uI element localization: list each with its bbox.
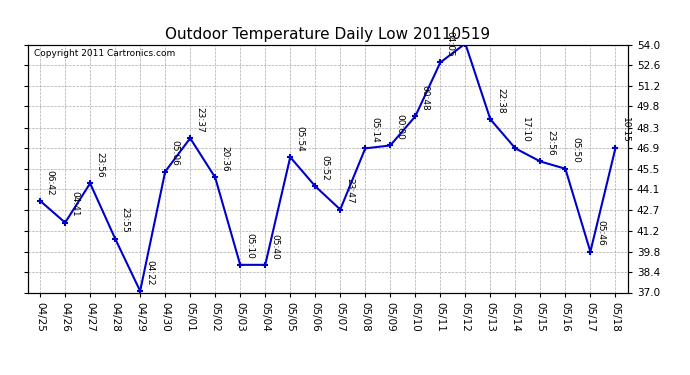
- Text: 23:47: 23:47: [346, 178, 355, 204]
- Text: 23:37: 23:37: [196, 107, 205, 133]
- Text: 23:56: 23:56: [546, 130, 555, 156]
- Text: 04:22: 04:22: [146, 260, 155, 285]
- Text: 05:40: 05:40: [270, 234, 279, 259]
- Text: 05:52: 05:52: [321, 155, 330, 181]
- Text: 00:00: 00:00: [396, 114, 405, 140]
- Text: 05:54: 05:54: [296, 126, 305, 152]
- Text: 23:56: 23:56: [96, 152, 105, 178]
- Text: 04:41: 04:41: [70, 191, 79, 217]
- Text: 05:10: 05:10: [246, 233, 255, 259]
- Text: 06:42: 06:42: [46, 170, 55, 195]
- Text: 23:55: 23:55: [121, 207, 130, 233]
- Text: 22:38: 22:38: [496, 88, 505, 114]
- Text: 05:46: 05:46: [596, 220, 605, 246]
- Text: 20:36: 20:36: [221, 146, 230, 172]
- Text: 10:15: 10:15: [621, 117, 630, 143]
- Text: Copyright 2011 Cartronics.com: Copyright 2011 Cartronics.com: [34, 49, 175, 58]
- Text: 04:05: 04:05: [446, 31, 455, 57]
- Title: Outdoor Temperature Daily Low 20110519: Outdoor Temperature Daily Low 20110519: [165, 27, 491, 42]
- Text: 00:48: 00:48: [421, 85, 430, 111]
- Text: 02:53: 02:53: [0, 374, 1, 375]
- Text: 17:10: 17:10: [521, 117, 530, 143]
- Text: 05:50: 05:50: [571, 137, 580, 163]
- Text: 05:06: 05:06: [170, 140, 179, 166]
- Text: 05:14: 05:14: [371, 117, 380, 143]
